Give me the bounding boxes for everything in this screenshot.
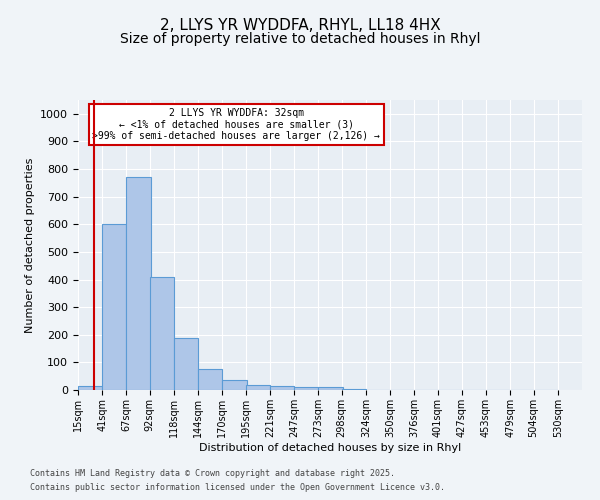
Y-axis label: Number of detached properties: Number of detached properties <box>25 158 35 332</box>
Bar <box>174 338 198 390</box>
Text: Size of property relative to detached houses in Rhyl: Size of property relative to detached ho… <box>120 32 480 46</box>
X-axis label: Distribution of detached houses by size in Rhyl: Distribution of detached houses by size … <box>199 442 461 452</box>
Text: Contains HM Land Registry data © Crown copyright and database right 2025.: Contains HM Land Registry data © Crown c… <box>30 468 395 477</box>
Text: 2, LLYS YR WYDDFA, RHYL, LL18 4HX: 2, LLYS YR WYDDFA, RHYL, LL18 4HX <box>160 18 440 32</box>
Bar <box>294 386 319 390</box>
Bar <box>78 386 102 390</box>
Text: Contains public sector information licensed under the Open Government Licence v3: Contains public sector information licen… <box>30 484 445 492</box>
Bar <box>198 370 223 390</box>
Bar <box>127 178 151 390</box>
Bar <box>319 386 343 390</box>
Bar <box>223 380 247 390</box>
Bar <box>150 277 174 390</box>
Bar <box>245 385 270 390</box>
Text: 2 LLYS YR WYDDFA: 32sqm
← <1% of detached houses are smaller (3)
>99% of semi-de: 2 LLYS YR WYDDFA: 32sqm ← <1% of detache… <box>92 108 380 142</box>
Bar <box>341 388 366 390</box>
Bar <box>102 224 127 390</box>
Bar <box>270 386 294 390</box>
